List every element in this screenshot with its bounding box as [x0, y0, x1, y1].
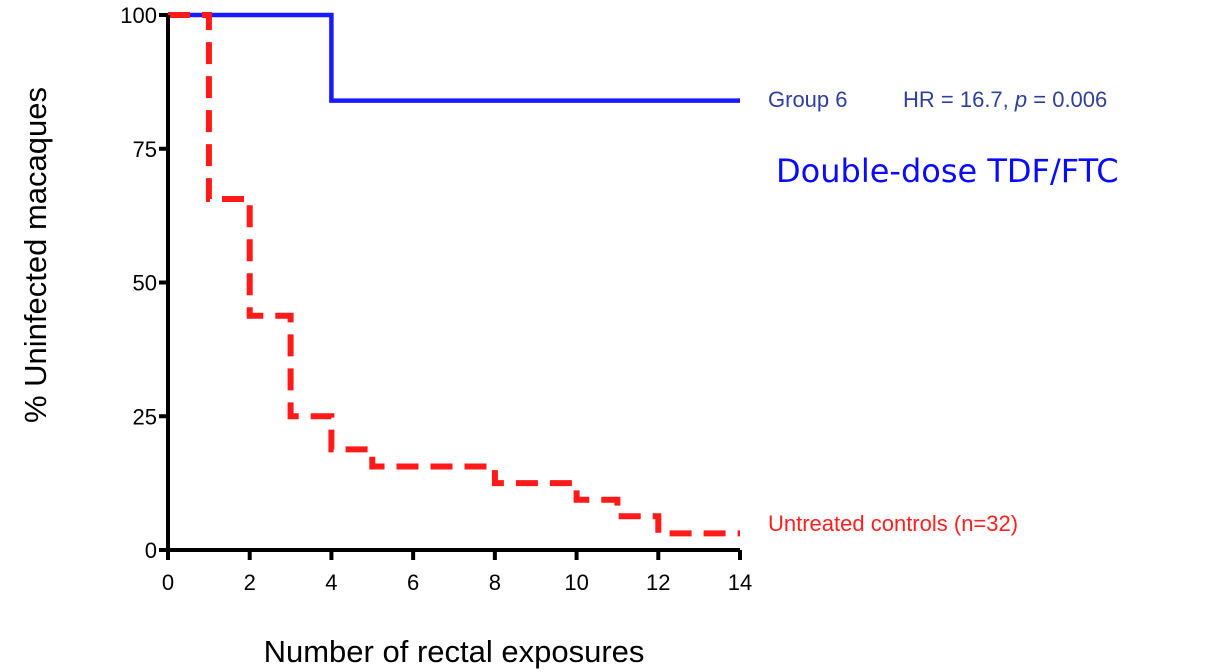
- x-tick-label-0: 0: [162, 570, 174, 595]
- y-axis-title: % Uninfected macaques: [18, 87, 53, 423]
- p-value-symbol: p: [1014, 87, 1027, 112]
- hazard-ratio-label: HR = 16.7, p = 0.006: [903, 87, 1107, 112]
- hazard-ratio-prefix: HR = 16.7,: [903, 87, 1015, 112]
- x-tick-label-4: 4: [325, 570, 337, 595]
- x-axis-title: Number of rectal exposures: [264, 634, 645, 669]
- y-tick-label-75: 75: [133, 137, 157, 162]
- y-tick-label-50: 50: [133, 271, 157, 296]
- x-tick-label-14: 14: [728, 570, 752, 595]
- x-tick-label-12: 12: [646, 570, 670, 595]
- x-tick-label-2: 2: [244, 570, 256, 595]
- double-dose-label: Double-dose TDF/FTC: [776, 152, 1119, 190]
- group-6-label: Group 6: [768, 87, 848, 112]
- y-tick-label-0: 0: [145, 538, 157, 563]
- x-tick-label-8: 8: [489, 570, 501, 595]
- p-value-suffix: = 0.006: [1027, 87, 1107, 112]
- x-tick-label-6: 6: [407, 570, 419, 595]
- series-line-group-6: [168, 12, 740, 103]
- y-tick-label-100: 100: [120, 3, 157, 28]
- x-tick-label-10: 10: [564, 570, 588, 595]
- y-tick-label-25: 25: [133, 404, 157, 429]
- untreated-controls-label: Untreated controls (n=32): [768, 511, 1018, 536]
- series-line-untreated-controls: [168, 12, 740, 537]
